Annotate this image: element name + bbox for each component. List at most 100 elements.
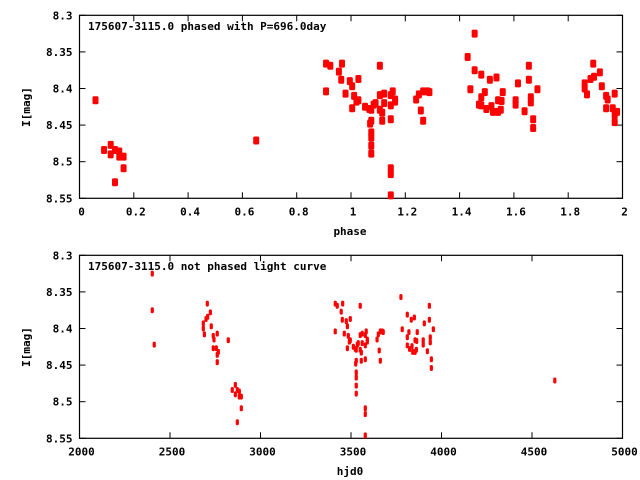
phased-data-point (420, 116, 427, 125)
unphased-data-point (364, 328, 368, 335)
unphased-light-curve-plot: 175607-3115.0 not phased light curve hjd… (20, 249, 638, 478)
phased-data-point (603, 104, 610, 113)
unphased-data-point (400, 326, 404, 333)
phased-ytick-label: 8.55 (46, 192, 73, 205)
unphased-xtick-label: 5000 (611, 445, 638, 458)
unphased-data-point (201, 320, 205, 327)
unphased-data-point (363, 411, 367, 418)
phased-ytick-label: 8.5 (53, 156, 73, 169)
unphased-data-point (239, 393, 243, 400)
phased-plot-frame (78, 14, 624, 199)
unphased-data-point (381, 329, 385, 336)
phased-plot-xlabel: phase (333, 225, 366, 238)
unphased-data-point (405, 334, 409, 341)
phased-ytick-label: 8.45 (46, 119, 73, 132)
unphased-data-point (235, 419, 239, 426)
phased-data-point (530, 115, 537, 124)
unphased-data-point (414, 346, 418, 353)
phased-xtick-label: 0.2 (126, 205, 146, 218)
unphased-data-point (553, 377, 557, 384)
unphased-data-point (230, 386, 234, 393)
phased-data-point (376, 61, 383, 70)
phased-xtick-label: 0.6 (234, 205, 254, 218)
unphased-data-point (360, 330, 364, 337)
phased-data-point (368, 105, 375, 114)
phased-data-point (498, 96, 505, 105)
phased-xtick-label: 1.2 (397, 205, 417, 218)
phased-data-point (493, 73, 500, 82)
unphased-data-point (354, 390, 358, 397)
unphased-data-point (215, 351, 219, 358)
unphased-data-point (415, 337, 419, 344)
unphased-data-point (363, 356, 367, 363)
unphased-plot-title: 175607-3115.0 not phased light curve (88, 260, 327, 273)
phased-data-point (349, 104, 356, 113)
phased-xtick-label: 1 (350, 205, 357, 218)
phased-data-point (101, 145, 108, 154)
unphased-data-point (359, 357, 363, 364)
unphased-data-point (375, 336, 379, 343)
phased-data-point (387, 115, 394, 124)
phased-data-point (590, 59, 597, 68)
phased-data-point (525, 75, 532, 84)
unphased-data-point (428, 334, 432, 341)
phased-data-point (92, 96, 99, 105)
phased-data-point (417, 106, 424, 115)
unphased-data-point (150, 270, 154, 277)
phased-xtick-label: 0.4 (180, 205, 200, 218)
unphased-data-point (421, 341, 425, 348)
phased-xtick-label: 1.8 (560, 205, 580, 218)
unphased-data-point (407, 329, 411, 336)
phased-data-point (338, 75, 345, 84)
unphased-data-point (152, 341, 156, 348)
unphased-data-point (415, 329, 419, 336)
phased-data-point (527, 98, 534, 107)
phased-data-point (387, 191, 394, 200)
unphased-data-point (360, 340, 364, 347)
phased-data-point (611, 89, 618, 98)
phased-data-point (478, 70, 485, 79)
unphased-data-point (354, 346, 358, 353)
phased-data-point (339, 59, 346, 68)
phased-data-point (483, 104, 490, 113)
unphased-data-point (215, 330, 219, 337)
phased-data-point (327, 61, 334, 70)
phased-data-point (368, 149, 375, 158)
phased-xtick-label: 0 (78, 205, 85, 218)
phased-xtick-label: 2 (621, 205, 628, 218)
unphased-data-point (429, 365, 433, 372)
unphased-data-point (358, 302, 362, 309)
phased-plot-ylabel: I[mag] (20, 87, 33, 127)
phased-data-point (379, 116, 386, 125)
phased-data-point (323, 87, 330, 96)
unphased-ytick-label: 8.5 (53, 396, 73, 409)
unphased-data-point (409, 316, 413, 323)
unphased-data-point (354, 357, 358, 364)
unphased-xtick-label: 4000 (430, 445, 457, 458)
phased-data-point (471, 29, 478, 38)
phased-data-point (596, 68, 603, 77)
phased-xtick-label: 1.4 (452, 205, 472, 218)
phased-ytick-label: 8.4 (53, 83, 73, 96)
unphased-data-point (359, 349, 363, 356)
phased-data-point (120, 164, 127, 173)
phased-data-point (486, 75, 493, 84)
phased-data-point (525, 61, 532, 70)
unphased-data-point (215, 359, 219, 366)
unphased-xtick-label: 3500 (340, 445, 367, 458)
unphased-data-point (237, 388, 241, 395)
phased-data-point (604, 95, 611, 104)
phased-data-point (107, 150, 114, 159)
unphased-data-point (345, 345, 349, 352)
phased-xtick-label: 1.6 (506, 205, 526, 218)
phased-xtick-label: 0.8 (289, 205, 309, 218)
phased-data-point (598, 82, 605, 91)
phased-data-point (111, 178, 118, 187)
phased-ytick-label: 8.35 (46, 46, 73, 59)
unphased-data-point (363, 432, 367, 439)
phased-data-point (353, 97, 360, 106)
phased-data-point (349, 82, 356, 91)
unphased-data-point (363, 405, 367, 412)
phased-data-point (587, 74, 594, 83)
phased-data-point (387, 170, 394, 179)
